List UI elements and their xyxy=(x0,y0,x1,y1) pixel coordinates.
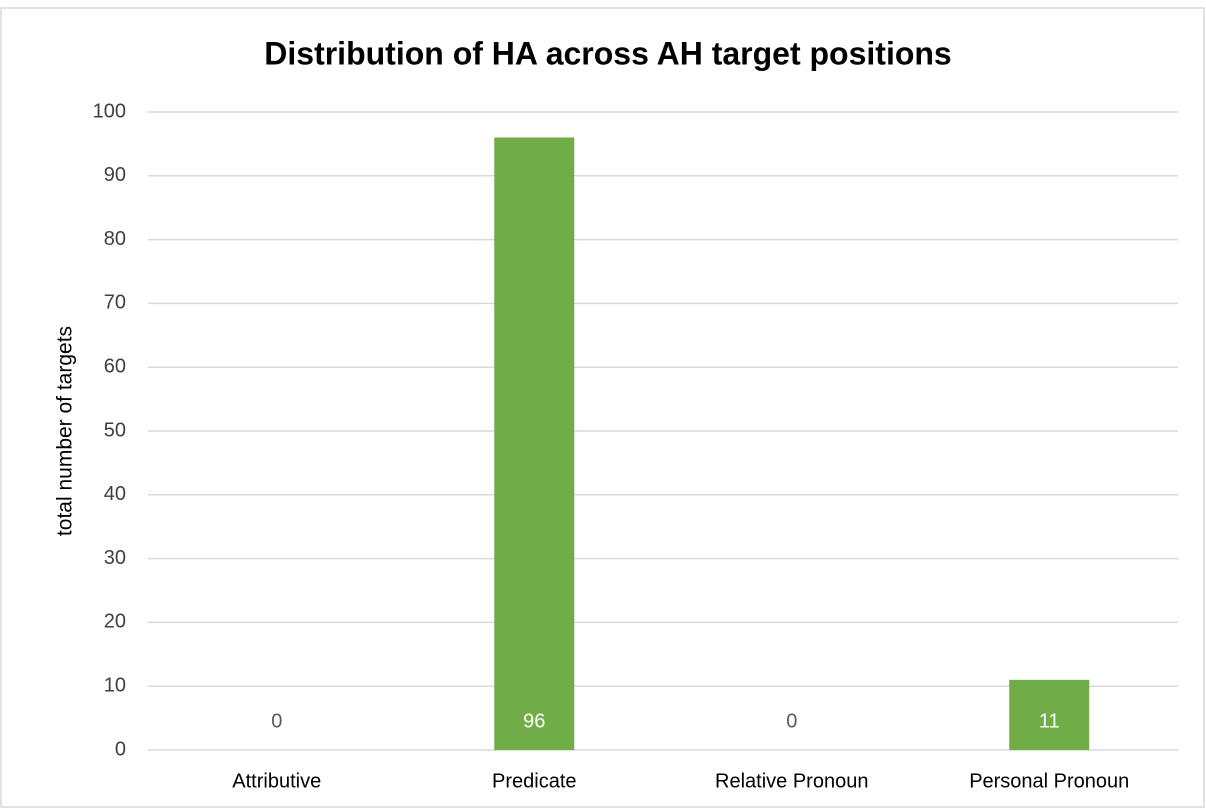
data-label: 96 xyxy=(523,710,545,732)
y-axis-label: total number of targets xyxy=(54,326,77,536)
y-tick-label: 60 xyxy=(104,355,126,377)
x-tick-label: Personal Pronoun xyxy=(969,770,1129,792)
y-tick-label: 40 xyxy=(104,483,126,505)
bar xyxy=(1009,679,1090,750)
y-tick-label: 90 xyxy=(104,164,126,186)
x-tick-label: Predicate xyxy=(492,770,577,792)
y-tick-label: 70 xyxy=(104,292,126,314)
data-label: 0 xyxy=(786,710,797,732)
y-tick-label: 100 xyxy=(93,100,126,122)
x-tick-label: Relative Pronoun xyxy=(715,770,868,792)
chart-title: Distribution of HA across AH target posi… xyxy=(264,35,951,71)
y-tick-label: 10 xyxy=(104,674,126,696)
bar xyxy=(494,137,575,750)
y-tick-label: 0 xyxy=(115,738,126,760)
y-tick-label: 30 xyxy=(104,547,126,569)
data-label: 11 xyxy=(1039,710,1060,732)
data-label: 0 xyxy=(271,710,282,732)
chart-frame xyxy=(0,7,1205,808)
y-tick-label: 50 xyxy=(104,419,126,441)
y-tick-label: 20 xyxy=(104,611,126,633)
y-tick-label: 80 xyxy=(104,228,126,250)
x-tick-label: Attributive xyxy=(232,770,321,792)
